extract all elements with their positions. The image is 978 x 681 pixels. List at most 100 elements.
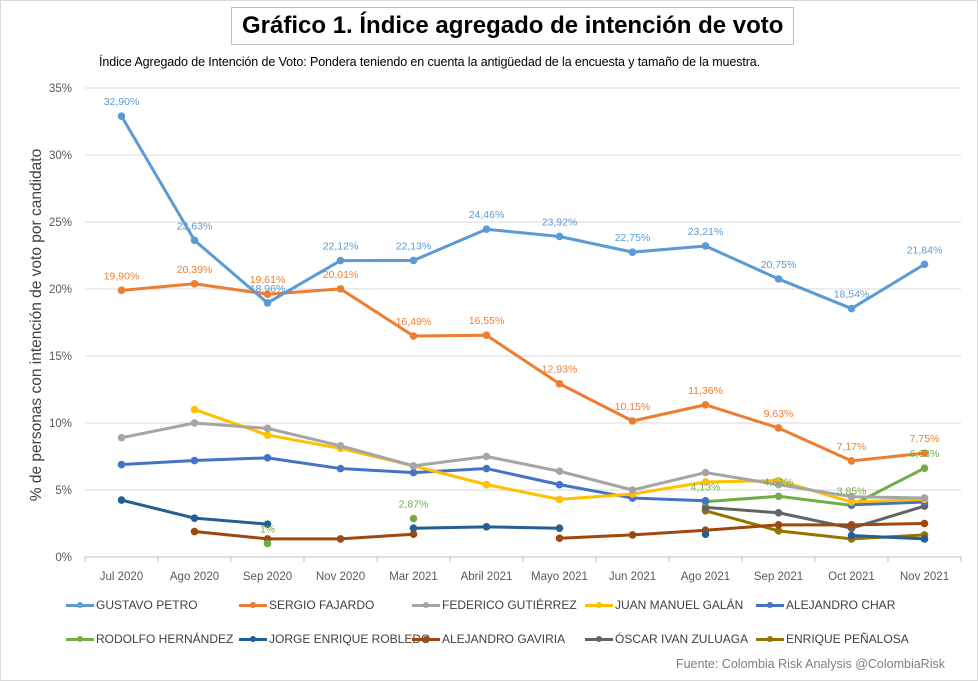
data-point <box>263 290 272 299</box>
data-point <box>336 441 345 450</box>
data-label: 6,63% <box>910 448 940 460</box>
chart-subtitle: Índice Agregado de Intención de Voto: Po… <box>99 55 761 69</box>
y-axis-ticks: 0% 5% 10% 15% 20% 25% 30% 35% <box>49 83 72 564</box>
data-label: 7,17% <box>837 441 867 453</box>
data-point <box>628 486 637 494</box>
data-point <box>263 539 272 548</box>
data-label: 16,49% <box>396 316 432 328</box>
data-point <box>482 464 491 473</box>
data-point <box>482 523 491 531</box>
x-tick-label: Nov 2020 <box>316 571 365 583</box>
data-point <box>774 275 783 283</box>
data-label: 24,46% <box>469 209 505 221</box>
series-alejandro-char <box>117 454 929 509</box>
data-point <box>701 478 710 486</box>
y-tick-label: 5% <box>55 485 72 497</box>
data-point <box>701 503 710 512</box>
y-tick-label: 30% <box>49 150 72 162</box>
legend-marker-icon <box>66 634 94 644</box>
legend-item: JUAN MANUEL GALÁN <box>585 598 743 612</box>
data-label: 22,13% <box>396 240 432 252</box>
data-point <box>190 527 199 536</box>
legend-label: JUAN MANUEL GALÁN <box>615 598 744 612</box>
data-point <box>409 256 418 265</box>
data-label: 9,63% <box>764 408 794 420</box>
data-point <box>263 520 272 528</box>
data-point <box>190 419 199 427</box>
legend-label: ENRIQUE PEÑALOSA <box>786 632 909 646</box>
data-label: 23,92% <box>542 216 578 228</box>
data-point <box>847 498 856 506</box>
gridlines <box>85 87 961 491</box>
legend-item: ALEJANDRO CHAR <box>756 598 895 612</box>
data-point <box>409 514 418 523</box>
data-point <box>920 464 929 472</box>
data-point <box>336 256 345 265</box>
data-point <box>190 514 199 522</box>
data-point <box>774 480 783 489</box>
y-tick-label: 10% <box>49 418 72 430</box>
data-point <box>555 379 564 388</box>
x-tick-label: Jul 2020 <box>100 571 143 583</box>
data-label: 10,15% <box>615 401 651 413</box>
y-tick-label: 15% <box>49 351 72 363</box>
data-point <box>774 521 783 529</box>
source-note: Fuente: Colombia Risk Analysis @Colombia… <box>675 657 945 671</box>
data-point <box>847 531 856 540</box>
data-point <box>190 236 199 245</box>
x-tick-label: Mayo 2021 <box>531 571 588 583</box>
legend-label: ÓSCAR IVAN ZULUAGA <box>615 632 749 646</box>
data-point <box>774 424 783 432</box>
data-label: 18,96% <box>250 283 286 295</box>
x-tick-label: Sep 2020 <box>243 571 292 583</box>
x-tick-label: Abril 2021 <box>461 571 513 583</box>
x-tick-label: Mar 2021 <box>389 571 438 583</box>
data-label: 19,90% <box>104 270 140 282</box>
data-point <box>920 535 929 543</box>
data-label: 18,54% <box>834 289 870 301</box>
data-point <box>190 405 199 414</box>
y-tick-label: 20% <box>49 284 72 296</box>
data-point <box>701 530 710 539</box>
data-point <box>482 331 491 340</box>
x-tick-label: Sep 2021 <box>754 571 803 583</box>
series-lines <box>117 112 929 548</box>
data-point <box>117 496 126 504</box>
data-label: 20,39% <box>177 264 213 276</box>
data-point <box>190 456 199 465</box>
series-line <box>120 421 926 500</box>
data-label: 4,53% <box>764 476 794 488</box>
legend-item: ÓSCAR IVAN ZULUAGA <box>585 632 748 646</box>
data-point <box>409 468 418 477</box>
data-point <box>628 248 637 256</box>
legend-label: ALEJANDRO GAVIRIA <box>442 632 566 646</box>
data-labels: 32,90% 23,63% 18,96% 22,12% 22,13% 24,46% 23,9… <box>104 96 943 535</box>
data-point <box>847 521 856 529</box>
data-point <box>774 527 783 535</box>
data-point <box>190 279 199 288</box>
data-point <box>701 496 710 505</box>
legend-marker-icon <box>756 600 784 610</box>
data-label: 22,12% <box>323 241 359 253</box>
data-point <box>628 531 637 539</box>
legend-item: RODOLFO HERNÁNDEZ <box>66 632 233 646</box>
data-point <box>263 424 272 433</box>
data-point <box>774 492 783 501</box>
x-tick-label: Jun 2021 <box>609 571 656 583</box>
legend-item: ENRIQUE PEÑALOSA <box>756 632 909 646</box>
legend-label: JORGE ENRIQUE ROBLEDO <box>269 632 431 646</box>
data-point <box>555 480 564 489</box>
series-line <box>850 534 926 541</box>
data-label: 20,75% <box>761 259 797 271</box>
data-label: 12,93% <box>542 364 578 376</box>
data-point <box>482 480 491 489</box>
data-point <box>847 457 856 465</box>
data-point <box>117 112 126 120</box>
legend-label: ALEJANDRO CHAR <box>786 598 896 612</box>
data-point <box>920 449 929 457</box>
series-line <box>120 114 926 311</box>
series-federico-gutierrez <box>117 419 929 502</box>
data-point <box>409 530 418 539</box>
x-tick-label: Oct 2021 <box>828 571 875 583</box>
